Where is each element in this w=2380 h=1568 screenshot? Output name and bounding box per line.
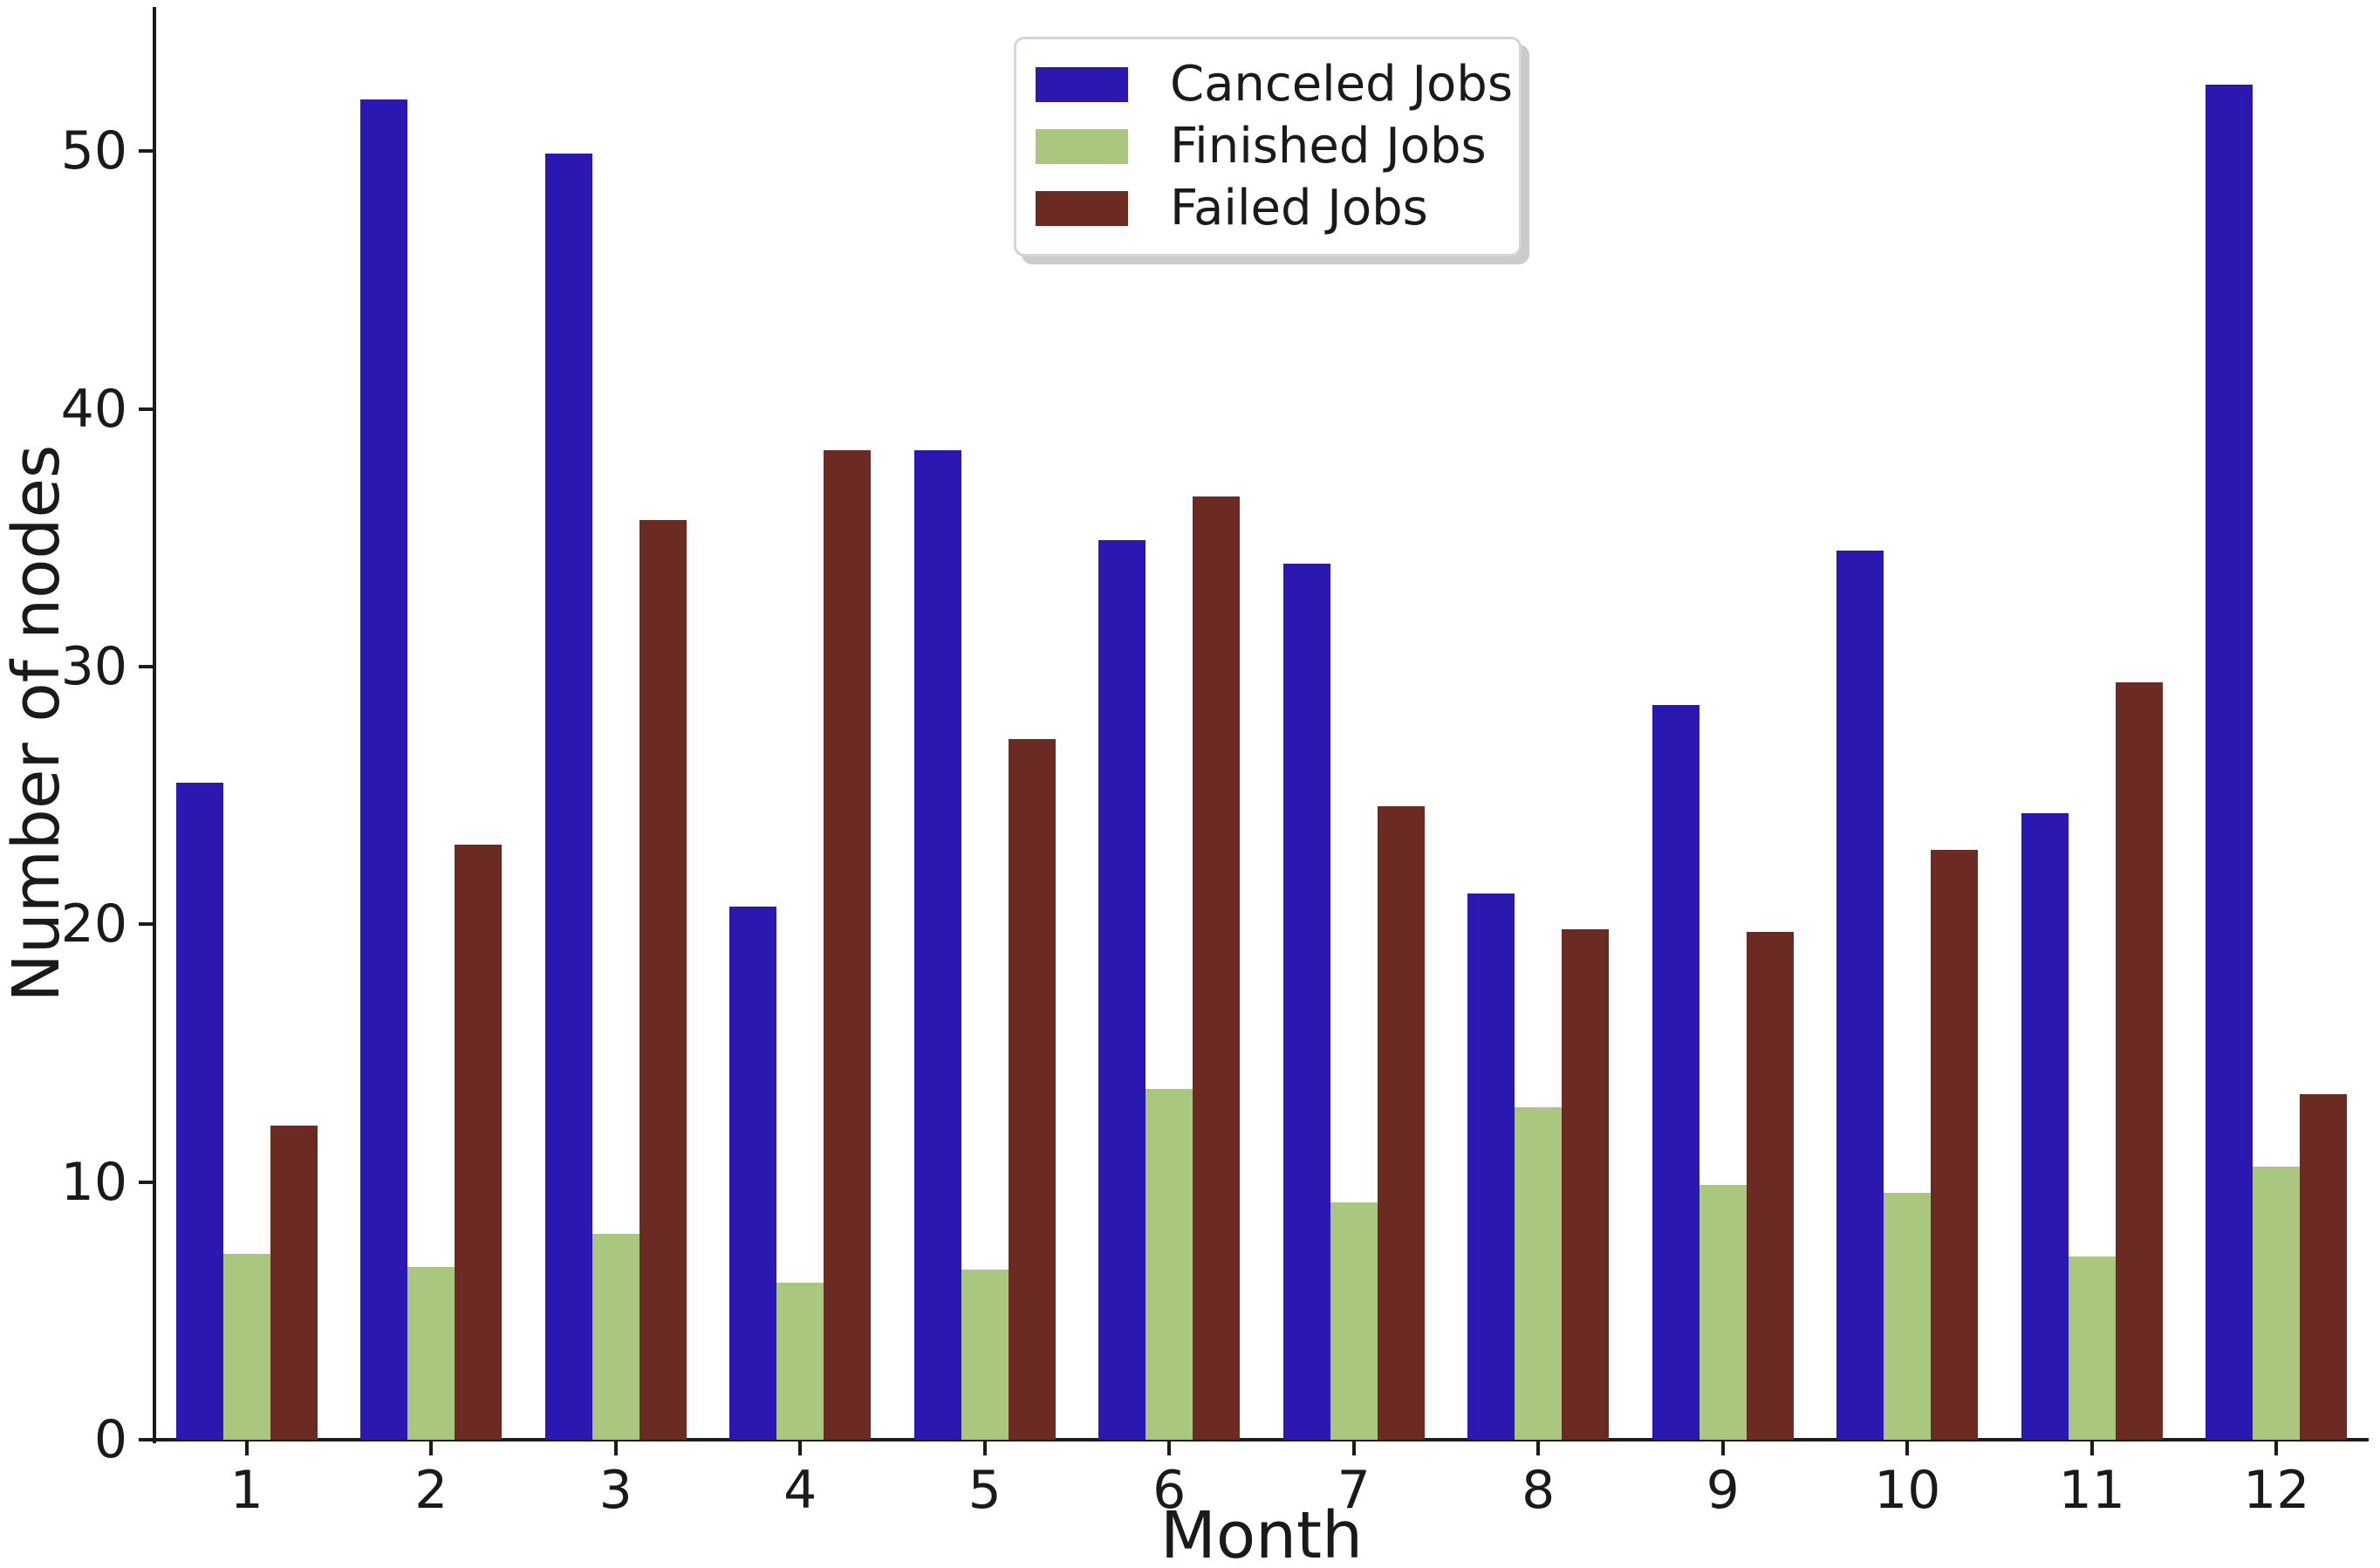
bar-canceled-month-5 <box>913 449 961 1440</box>
y-tick-label-30: 30 <box>60 636 127 698</box>
bar-failed-month-1 <box>270 1125 318 1440</box>
bar-finished-month-7 <box>1330 1202 1378 1440</box>
bar-failed-month-2 <box>455 844 503 1440</box>
bar-canceled-month-8 <box>1467 893 1515 1440</box>
y-tick-mark-20 <box>139 922 154 927</box>
bar-finished-month-11 <box>2068 1256 2116 1440</box>
x-tick-mark-1 <box>244 1441 249 1455</box>
bar-finished-month-12 <box>2253 1166 2301 1440</box>
y-axis-spine <box>153 7 156 1443</box>
x-tick-mark-2 <box>429 1441 434 1455</box>
y-tick-label-0: 0 <box>93 1409 127 1470</box>
bar-failed-month-8 <box>1562 929 1610 1440</box>
bar-canceled-month-1 <box>175 782 223 1440</box>
legend-label-canceled: Canceled Jobs <box>1170 56 1514 113</box>
y-tick-mark-0 <box>139 1438 154 1441</box>
bar-finished-month-5 <box>961 1270 1009 1440</box>
bar-canceled-month-2 <box>360 99 408 1440</box>
y-tick-mark-30 <box>139 665 154 669</box>
bar-failed-month-9 <box>1746 932 1794 1440</box>
x-tick-mark-7 <box>1351 1441 1356 1455</box>
x-tick-mark-10 <box>1905 1441 1910 1455</box>
y-tick-label-20: 20 <box>60 894 127 955</box>
bar-failed-month-11 <box>2115 681 2163 1440</box>
x-tick-mark-11 <box>2089 1441 2094 1455</box>
bar-finished-month-1 <box>222 1254 270 1440</box>
bar-canceled-month-12 <box>2206 84 2253 1440</box>
legend-swatch-canceled-icon <box>1036 67 1128 102</box>
bar-failed-month-7 <box>1377 805 1425 1440</box>
bar-canceled-month-4 <box>729 906 777 1440</box>
x-tick-mark-9 <box>1720 1441 1725 1455</box>
x-tick-label-9: 9 <box>1706 1460 1740 1521</box>
legend-label-finished: Finished Jobs <box>1170 118 1487 175</box>
x-tick-label-11: 11 <box>2058 1460 2125 1521</box>
x-tick-mark-8 <box>1536 1441 1541 1455</box>
x-tick-mark-6 <box>1167 1441 1172 1455</box>
legend-label-failed: Failed Jobs <box>1170 180 1428 236</box>
bar-finished-month-9 <box>1699 1184 1747 1440</box>
bar-canceled-month-3 <box>544 154 592 1440</box>
x-tick-mark-3 <box>613 1441 618 1455</box>
x-tick-label-1: 1 <box>229 1460 263 1521</box>
bar-failed-month-6 <box>1193 496 1241 1440</box>
bar-finished-month-8 <box>1515 1107 1563 1440</box>
bar-finished-month-2 <box>407 1267 455 1440</box>
x-tick-label-8: 8 <box>1522 1460 1556 1521</box>
x-axis-title: Month <box>1160 1498 1363 1568</box>
x-tick-mark-4 <box>798 1441 803 1455</box>
x-tick-label-12: 12 <box>2243 1460 2310 1521</box>
bar-failed-month-3 <box>639 519 687 1440</box>
plot-area <box>154 7 2369 1440</box>
legend: Canceled Jobs Finished Jobs Failed Jobs <box>1014 37 1522 257</box>
bar-failed-month-12 <box>2300 1094 2348 1440</box>
x-tick-label-6: 6 <box>1152 1460 1187 1521</box>
bar-canceled-month-7 <box>1282 563 1330 1440</box>
bar-finished-month-6 <box>1146 1089 1193 1440</box>
x-tick-label-10: 10 <box>1874 1460 1941 1521</box>
legend-swatch-failed-icon <box>1036 191 1128 226</box>
x-tick-label-7: 7 <box>1337 1460 1371 1521</box>
y-tick-mark-50 <box>139 149 154 154</box>
x-tick-label-2: 2 <box>414 1460 448 1521</box>
y-tick-label-40: 40 <box>60 378 127 440</box>
legend-item-finished: Finished Jobs <box>1036 120 1519 174</box>
bar-failed-month-4 <box>824 449 872 1440</box>
y-tick-mark-40 <box>139 407 154 411</box>
legend-item-failed: Failed Jobs <box>1036 181 1519 236</box>
bar-canceled-month-9 <box>1652 705 1700 1440</box>
legend-item-canceled: Canceled Jobs <box>1036 58 1519 112</box>
y-tick-label-50: 50 <box>60 120 127 182</box>
bar-failed-month-10 <box>1931 849 1979 1440</box>
bar-canceled-month-6 <box>1098 540 1146 1440</box>
legend-swatch-finished-icon <box>1036 129 1128 164</box>
y-tick-mark-10 <box>139 1180 154 1184</box>
y-tick-label-10: 10 <box>60 1151 127 1213</box>
x-tick-mark-12 <box>2274 1441 2279 1455</box>
x-tick-label-4: 4 <box>783 1460 817 1521</box>
bar-finished-month-10 <box>1884 1192 1932 1440</box>
bar-finished-month-4 <box>776 1282 824 1440</box>
x-tick-label-5: 5 <box>968 1460 1002 1521</box>
x-tick-mark-5 <box>982 1441 987 1455</box>
bar-canceled-month-11 <box>2021 813 2069 1440</box>
x-tick-label-3: 3 <box>598 1460 633 1521</box>
x-axis-spine <box>153 1438 2369 1441</box>
bar-finished-month-3 <box>592 1233 639 1440</box>
bar-canceled-month-10 <box>1836 551 1884 1440</box>
bar-failed-month-5 <box>1008 738 1056 1440</box>
